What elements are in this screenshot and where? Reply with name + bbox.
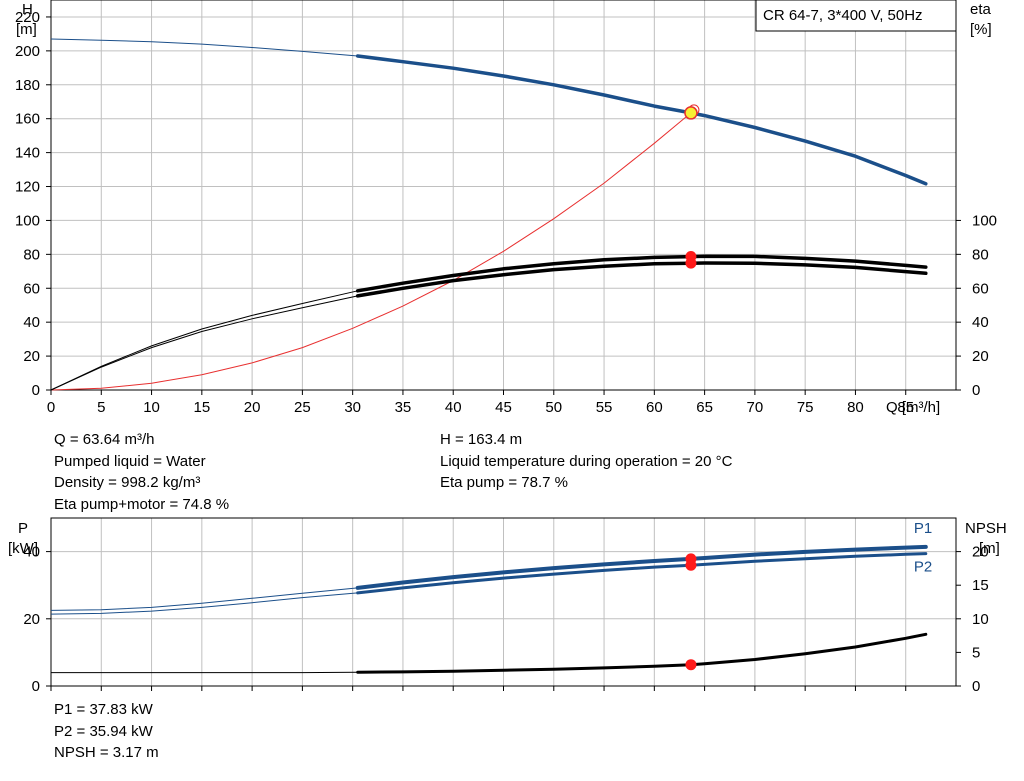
info-line: Liquid temperature during operation = 20…: [440, 452, 733, 470]
x-tick-label: 65: [696, 399, 713, 416]
y-right-tick-label: 40: [972, 314, 989, 331]
info-line: Eta pump = 78.7 %: [440, 474, 568, 491]
y-left-tick-label: 200: [15, 43, 40, 60]
y-left-tick-label: 60: [23, 280, 40, 297]
y-left-tick-label: 220: [15, 9, 40, 26]
lower-grid: [50, 518, 956, 687]
info-line: Density = 998.2 kg/m³: [54, 474, 201, 491]
P1-curve: [355, 544, 928, 590]
y-left-tick-label: 120: [15, 179, 40, 196]
y-right-tick-label: 10: [972, 611, 989, 628]
y-left-tick-label: 100: [15, 212, 40, 229]
info-line: Q = 63.64 m³/h: [54, 431, 155, 448]
lower-y-right-unit: [m]: [979, 540, 1000, 557]
lower-y-left-label: P: [18, 520, 28, 537]
eta_pump-curve-thin: [50, 290, 358, 391]
y-right-tick-label: 80: [972, 246, 989, 263]
info-line: P2 = 35.94 kW: [54, 722, 153, 740]
y-left-tick-label: 40: [23, 314, 40, 331]
series-label-p1: P1: [914, 520, 932, 537]
y-left-tick-label: 180: [15, 77, 40, 94]
upper-y-right-unit: [%]: [970, 21, 992, 38]
x-tick-label: 55: [596, 399, 613, 416]
x-tick-label: 35: [395, 399, 412, 416]
x-tick-label: 75: [797, 399, 814, 416]
duty-marker: [685, 659, 697, 671]
upper-y-left-unit: [m]: [16, 21, 37, 38]
y-right-tick-label: 5: [972, 644, 980, 661]
info-line: H = 163.4 m: [440, 431, 523, 448]
duty-marker: [685, 559, 697, 571]
y-right-tick-label: 100: [972, 212, 997, 229]
y-left-tick-label: 80: [23, 246, 40, 263]
upper-grid: [50, 0, 956, 391]
P2-curve-thin: [50, 592, 358, 615]
y-left-tick-label: 140: [15, 145, 40, 162]
lower-y-left-unit: [kW]: [8, 540, 38, 557]
upper-y-left-label: H: [22, 1, 33, 18]
duty-info-left: Q = 63.64 m³/h Pumped liquid = Water Densi…: [54, 429, 229, 515]
y-left-tick-label: 40: [23, 544, 40, 561]
eta_pump_motor-curve-thin: [50, 295, 358, 391]
npsh-curve: [356, 632, 928, 674]
P1-curve-thin: [50, 587, 358, 611]
y-right-tick-label: 0: [972, 382, 980, 399]
y-right-tick-label: 20: [972, 544, 989, 561]
info-line: P1 = 37.83 kW: [54, 701, 153, 718]
x-tick-label: 60: [646, 399, 663, 416]
x-tick-label: 80: [847, 399, 864, 416]
x-tick-label: 5: [97, 399, 105, 416]
x-tick-label: 30: [344, 399, 361, 416]
info-line: NPSH = 3.17 m: [54, 744, 159, 761]
P2-curve: [356, 552, 928, 595]
y-right-tick-label: 60: [972, 280, 989, 297]
x-axis-label: Q [m³/h]: [886, 399, 940, 416]
info-line: Pumped liquid = Water: [54, 452, 206, 470]
chart-title: CR 64-7, 3*400 V, 50Hz: [763, 7, 923, 24]
y-right-tick-label: 0: [972, 678, 980, 695]
y-left-tick-label: 160: [15, 111, 40, 128]
y-left-tick-label: 0: [32, 382, 40, 399]
x-tick-label: 85: [897, 399, 914, 416]
title-box: [755, 0, 957, 32]
power-info: P1 = 37.83 kW P2 = 35.94 kW NPSH = 3.17 m: [54, 699, 159, 764]
duty-point: [684, 106, 698, 120]
x-tick-label: 40: [445, 399, 462, 416]
head-curve: [355, 54, 928, 186]
y-left-tick-label: 20: [23, 611, 40, 628]
x-tick-label: 70: [747, 399, 764, 416]
duty-marker: [685, 257, 697, 269]
eta_pump-curve: [355, 254, 928, 293]
head-curve-thin: [50, 38, 358, 57]
info-line: Eta pump+motor = 74.8 %: [54, 495, 230, 513]
y-left-tick-label: 20: [23, 348, 40, 365]
series-label-p2: P2: [914, 559, 932, 576]
upper-y-right-label: eta: [970, 1, 992, 18]
x-tick-label: 0: [47, 399, 55, 416]
x-tick-label: 25: [294, 399, 311, 416]
y-right-tick-label: 15: [972, 577, 989, 594]
x-tick-label: 20: [244, 399, 261, 416]
x-tick-label: 45: [495, 399, 512, 416]
duty-info-right: H = 163.4 m Liquid temperature during ope…: [440, 429, 732, 494]
x-tick-label: 10: [143, 399, 160, 416]
eta_pump_motor-curve: [355, 261, 928, 298]
x-tick-label: 50: [545, 399, 562, 416]
y-left-tick-label: 0: [32, 678, 40, 695]
y-right-tick-label: 20: [972, 348, 989, 365]
lower-y-right-label: NPSH: [965, 520, 1007, 537]
x-tick-label: 15: [193, 399, 210, 416]
system-curve: [50, 112, 692, 391]
